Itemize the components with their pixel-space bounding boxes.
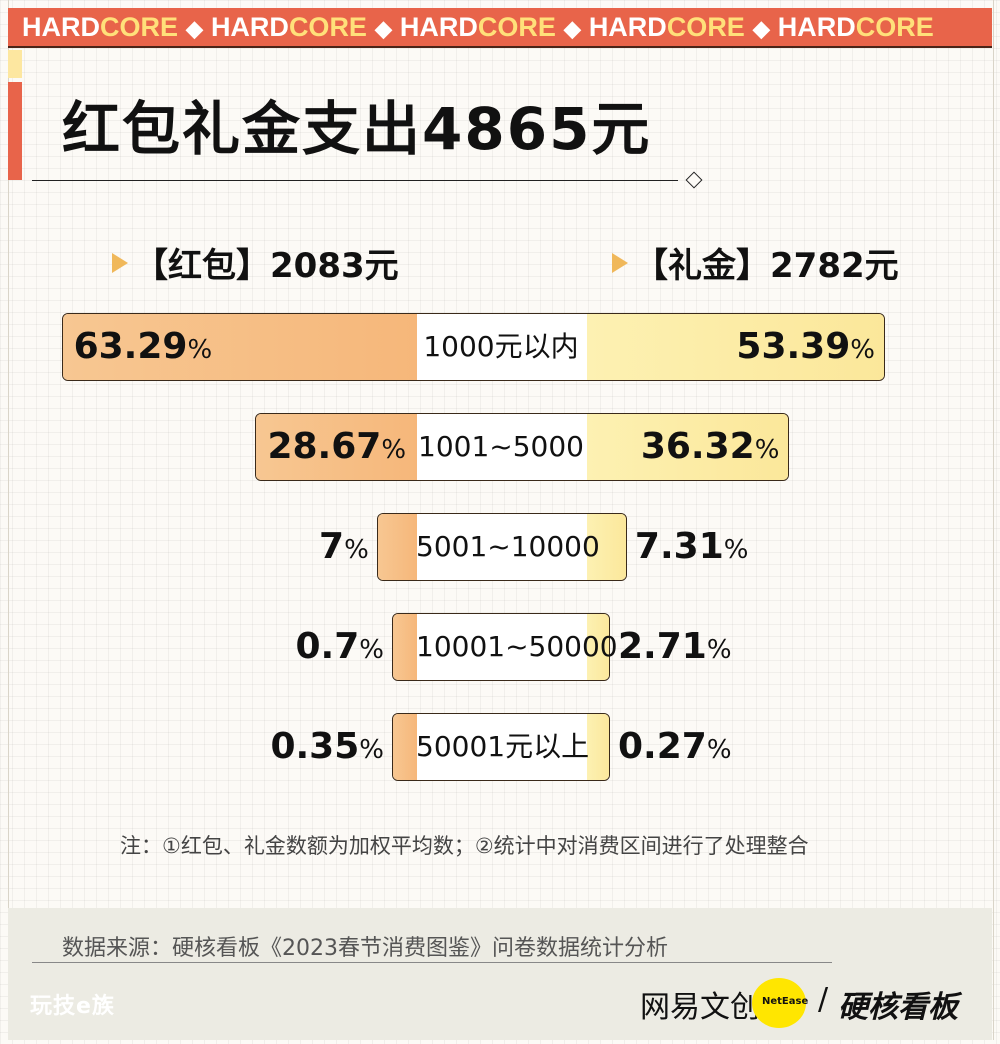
banner-diamond-icon: ◆ [186, 16, 203, 41]
legend-hongbao: 【红包】2083元 [112, 238, 399, 287]
bar-hongbao [393, 614, 417, 680]
banner-word-hard: HARD [22, 12, 100, 42]
value-label-hongbao-unit: % [344, 535, 369, 565]
bar-category-cell [416, 314, 587, 380]
banner-diamond-icon: ◆ [563, 16, 581, 41]
banner-word-hard: HARD [399, 12, 478, 42]
bar-box [392, 713, 610, 781]
chart-note: 注：①红包、礼金数额为加权平均数；②统计中对消费区间进行了处理整合 [120, 834, 809, 858]
value-label-lijin: 53.39% [736, 313, 875, 381]
triangle-icon [112, 253, 128, 273]
value-label-lijin: 2.71% [618, 613, 732, 681]
bar-lijin [586, 314, 884, 380]
bar-hongbao [256, 414, 417, 480]
banner-word-core: CORE [855, 12, 934, 42]
chart-row: 5001~10000 7% 7.31% [0, 513, 1000, 581]
legend-lijin: 【礼金】2782元 [612, 238, 899, 287]
footer-panel [8, 908, 992, 1040]
triangle-icon [612, 253, 628, 273]
banner-word-hard: HARD [588, 12, 667, 42]
bar-box [61, 313, 885, 381]
bar-hongbao [62, 314, 417, 380]
banner-word-core: CORE [666, 12, 745, 42]
value-label-hongbao: 28.67% [267, 413, 406, 481]
value-label-lijin-number: 0.27 [618, 726, 707, 767]
value-label-hongbao-unit: % [381, 435, 407, 465]
category-label: 50001元以上 [416, 730, 590, 763]
value-label-hongbao-unit: % [359, 735, 384, 765]
banner-text: HARDCORE ◆ HARDCORE ◆ HARDCORE ◆ HARDCORE ◆ HARD… [22, 12, 934, 43]
value-label-hongbao-number: 7 [319, 526, 345, 567]
legend-hongbao-label: 【红包】2083元 [134, 246, 399, 286]
value-label-hongbao-unit: % [359, 635, 384, 665]
value-label-lijin-unit: % [706, 635, 732, 665]
banner-word-hard: HARD [210, 12, 289, 42]
category-label: 1000元以内 [423, 330, 579, 363]
banner-word-hard: HARD [777, 12, 856, 42]
bar-box [255, 413, 790, 481]
bar-box [392, 613, 610, 681]
chart-row: 1001~5000 28.67% 36.32% [0, 413, 1000, 481]
bar-hongbao [393, 714, 417, 780]
category-label: 5001~10000 [416, 530, 600, 563]
bar-category-cell [416, 414, 587, 480]
title-divider [32, 180, 678, 181]
value-label-lijin-unit: % [754, 435, 780, 465]
value-label-hongbao: 0.35% [270, 713, 384, 781]
banner-diamond-icon: ◆ [374, 16, 392, 41]
value-label-hongbao: 63.29% [74, 313, 213, 381]
value-label-lijin-number: 7.31 [634, 526, 724, 567]
category-label: 10001~50000 [416, 630, 618, 663]
value-label-lijin-number: 36.32 [640, 426, 755, 467]
value-label-lijin-number: 53.39 [736, 326, 851, 367]
brand-wangyi-wenchuang: 网易文创 [640, 990, 760, 1025]
value-label-hongbao-number: 28.67 [267, 426, 382, 467]
source-divider [32, 962, 832, 963]
value-label-hongbao-number: 0.7 [295, 626, 360, 667]
netease-logo-text: NetEase [762, 996, 809, 1007]
value-label-lijin-unit: % [723, 535, 749, 565]
chart-row: 1000元以内 63.29% 53.39% [0, 313, 1000, 381]
bar-category-cell [416, 514, 587, 580]
value-label-lijin-number: 2.71 [618, 626, 707, 667]
banner-word-core: CORE [288, 12, 367, 42]
brand-wanji: 玩技e族 [30, 994, 115, 1019]
bar-lijin [587, 714, 609, 780]
bar-lijin [586, 514, 626, 580]
banner-diamond-icon: ◆ [752, 16, 770, 41]
netease-logo-dot [752, 978, 806, 1028]
value-label-hongbao-number: 0.35 [270, 726, 360, 767]
value-label-lijin: 7.31% [635, 513, 749, 581]
banner-word-core: CORE [477, 12, 556, 42]
value-label-lijin-unit: % [706, 735, 732, 765]
category-label: 1001~5000 [418, 430, 584, 463]
banner-word-core: CORE [100, 12, 179, 42]
value-label-hongbao-unit: % [187, 335, 213, 365]
brand-slash: / [818, 982, 829, 1017]
bar-lijin [587, 614, 609, 680]
data-source: 数据来源：硬核看板《2023春节消费图鉴》问卷数据统计分析 [62, 936, 668, 961]
bar-category-cell [417, 614, 587, 680]
bar-lijin [586, 414, 789, 480]
chart-row: 10001~50000 0.7% 2.71% [0, 613, 1000, 681]
value-label-hongbao: 0.7% [296, 613, 385, 681]
legend-lijin-label: 【礼金】2782元 [634, 246, 899, 286]
value-label-lijin-unit: % [850, 335, 875, 365]
chart-title: 红包礼金支出4865元 [62, 95, 652, 163]
value-label-hongbao: 7% [319, 513, 369, 581]
accent-bar-yellow [8, 50, 22, 78]
value-label-hongbao-number: 63.29 [73, 326, 188, 367]
page-frame [8, 0, 994, 1040]
hardcore-banner: HARDCORE ◆ HARDCORE ◆ HARDCORE ◆ HARDCORE ◆ HARD… [8, 8, 992, 48]
value-label-lijin: 36.32% [641, 413, 780, 481]
brand-hardcore-kanban: 硬核看板 [838, 990, 958, 1025]
bar-box [376, 513, 627, 581]
chart-row: 50001元以上 0.35% 0.27% [0, 713, 1000, 781]
accent-bar-red [8, 82, 22, 180]
value-label-lijin: 0.27% [618, 713, 732, 781]
bar-category-cell [417, 714, 587, 780]
bar-hongbao [377, 514, 417, 580]
